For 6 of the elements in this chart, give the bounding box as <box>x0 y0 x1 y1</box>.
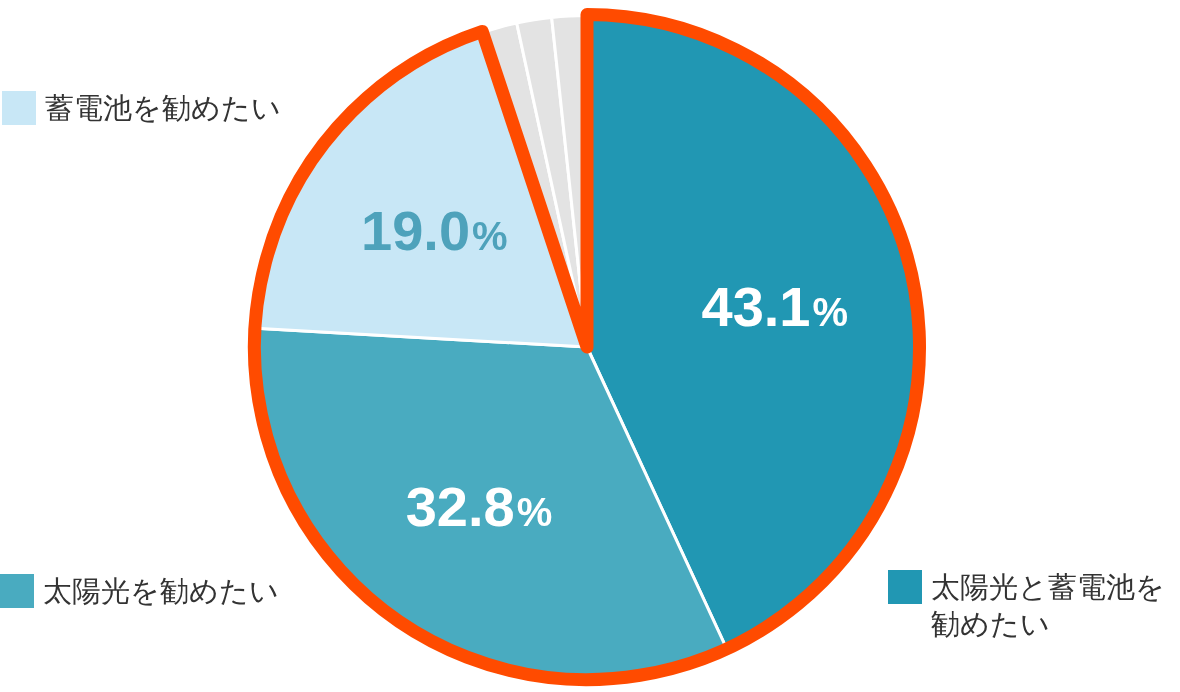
data-label: 43.1% <box>701 274 849 338</box>
legend-label: 蓄電池を勧めたい <box>45 90 281 127</box>
legend-label: 太陽光と蓄電池を勧めたい <box>931 569 1166 643</box>
data-label: 19.0% <box>361 199 508 263</box>
data-label: 32.8% <box>405 475 553 539</box>
legend-label: 太陽光を勧めたい <box>43 573 279 610</box>
